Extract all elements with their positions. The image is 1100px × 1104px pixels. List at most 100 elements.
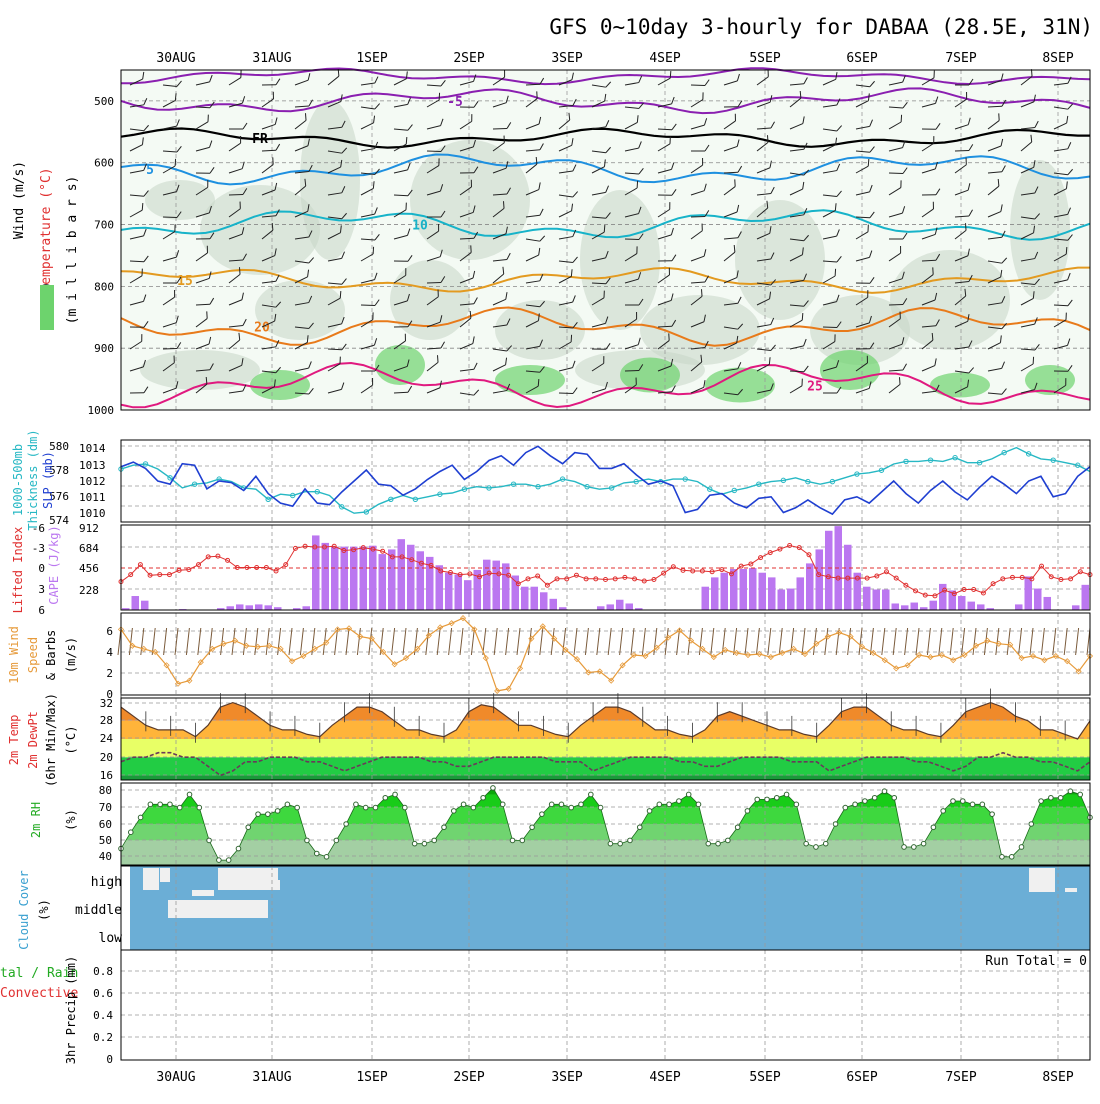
top-date-label-2: 1SEP — [356, 51, 387, 66]
rh-point-12 — [236, 846, 241, 851]
cape-bar-19 — [303, 606, 311, 610]
slp-frame — [121, 440, 1090, 522]
cloud-level-low: low — [99, 931, 123, 946]
surface-barb-13 — [266, 628, 269, 655]
surface-barb-83 — [1064, 628, 1067, 655]
cape-bar-22 — [331, 547, 339, 610]
temp-ylabel-d: (°C) — [64, 726, 78, 755]
cape-bar-69 — [778, 589, 786, 610]
cape-bar-65 — [740, 569, 748, 610]
cape-bar-12 — [236, 604, 244, 610]
surface-barb-80 — [1030, 628, 1033, 655]
precip-ytick-tick-2: 0.4 — [93, 1009, 113, 1022]
surface-barb-11 — [243, 628, 246, 655]
cape-ylabel-a: Lifted Index — [11, 527, 25, 614]
precip-ytick-tick-1: 0.6 — [93, 987, 113, 1000]
cloud-patch-4 — [270, 880, 280, 890]
rh-point-56 — [667, 802, 672, 807]
surface-barb-74 — [962, 628, 965, 655]
surface-barb-68 — [893, 628, 896, 655]
temp-band-2 — [121, 721, 1090, 739]
rh-point-69 — [794, 802, 799, 807]
rh-shading-6 — [495, 300, 585, 360]
rh-point-96 — [1058, 795, 1063, 800]
rh-point-57 — [677, 799, 682, 804]
rh-point-52 — [628, 838, 633, 843]
surface-barb-57 — [768, 628, 771, 655]
surface-barb-16 — [300, 628, 303, 655]
rh-point-63 — [735, 825, 740, 830]
rh-point-22 — [334, 838, 339, 843]
rh-point-65 — [755, 797, 760, 802]
rh-point-34 — [451, 809, 456, 814]
rh-point-40 — [510, 838, 515, 843]
surface-barb-38 — [551, 628, 554, 655]
temp-ytick-tick-3: 20 — [100, 751, 113, 764]
li-ytick-tick-2: 0 — [38, 562, 45, 575]
upper-ylabel-temp: Temperature (°C) — [39, 167, 54, 292]
isotherm-label-6: 25 — [807, 379, 823, 394]
rh-point-98 — [1078, 792, 1083, 797]
cape-bar-71 — [797, 577, 805, 610]
surface-barb-78 — [1007, 628, 1010, 655]
cloud-patch-late2 — [1065, 888, 1077, 892]
rh-point-17 — [285, 802, 290, 807]
temp-band-floor — [121, 775, 1090, 780]
rh-point-32 — [432, 838, 437, 843]
cape-bar-82 — [901, 605, 909, 610]
surface-barb-43 — [608, 628, 611, 655]
cape-bar-14 — [255, 604, 263, 610]
cape-bar-95 — [1025, 576, 1033, 610]
rh-point-49 — [598, 805, 603, 810]
upper-ylabel-wind: Wind (m/s) — [12, 161, 27, 239]
isotherm-label-3: 10 — [412, 219, 428, 234]
slp-ytick-tick-3: 1011 — [79, 491, 106, 504]
rh-point-21 — [324, 855, 329, 860]
slp-ytick-tick-4: 1010 — [79, 507, 106, 520]
rh-point-50 — [608, 841, 613, 846]
rh-point-35 — [461, 802, 466, 807]
rh-point-31 — [422, 841, 427, 846]
li-ytick-tick-0: -6 — [32, 522, 45, 535]
slp-ytick-tick-0: 1014 — [79, 442, 106, 455]
rh-point-25 — [363, 805, 368, 810]
rh-high-shading-5 — [820, 350, 880, 390]
cloud-patch-2 — [192, 890, 214, 896]
precip-ytick-tick-0: 0.8 — [93, 965, 113, 978]
rh-point-53 — [637, 825, 642, 830]
cape-bar-36 — [464, 580, 472, 610]
surface-barb-82 — [1053, 628, 1056, 655]
rh-point-13 — [246, 825, 251, 830]
cloud-patch-0 — [143, 868, 159, 890]
surface-barb-37 — [540, 628, 543, 655]
cape-bar-78 — [863, 587, 871, 610]
rh-point-30 — [412, 841, 417, 846]
rh-ylabel-a: 2m RH — [29, 802, 43, 838]
rh-ylabel-b: (%) — [64, 809, 78, 831]
surface-barb-12 — [255, 628, 258, 655]
rh-point-14 — [256, 812, 261, 817]
surface-barb-7 — [198, 628, 201, 655]
cape-bar-94 — [1015, 604, 1023, 610]
rh-point-5 — [168, 802, 173, 807]
precip-ytick-tick-4: 0 — [106, 1053, 113, 1066]
surface-barb-6 — [186, 628, 189, 655]
cloud-level-middle: middle — [75, 903, 122, 918]
wind10-ylabel-b: Speed — [26, 637, 40, 673]
slp-ylabel-b: Thickness (dm) — [26, 429, 40, 530]
top-date-label-7: 6SEP — [846, 51, 877, 66]
bottom-date-label-0: 30AUG — [156, 1070, 195, 1085]
rh-shading-11 — [890, 250, 1010, 350]
rh-point-38 — [491, 786, 496, 791]
surface-barb-47 — [654, 628, 657, 655]
cape-bar-50 — [597, 606, 605, 610]
rh-ytick-tick-0: 80 — [99, 784, 112, 797]
temp-band-1 — [121, 739, 1090, 757]
top-date-label-6: 5SEP — [749, 51, 780, 66]
rh-point-45 — [559, 802, 564, 807]
rh-point-93 — [1029, 822, 1034, 827]
rh-point-92 — [1019, 845, 1024, 850]
rh-point-87 — [970, 802, 975, 807]
surface-barb-4 — [164, 628, 167, 655]
